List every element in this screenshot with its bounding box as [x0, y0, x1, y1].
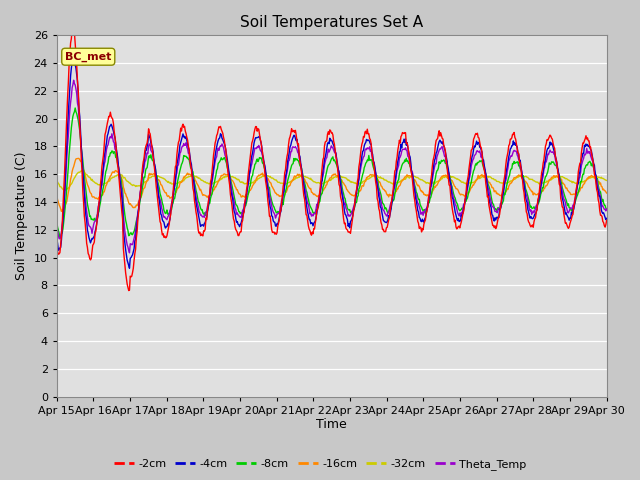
Text: BC_met: BC_met: [65, 51, 111, 62]
X-axis label: Time: Time: [316, 419, 347, 432]
Title: Soil Temperatures Set A: Soil Temperatures Set A: [240, 15, 423, 30]
Y-axis label: Soil Temperature (C): Soil Temperature (C): [15, 152, 28, 280]
Legend: -2cm, -4cm, -8cm, -16cm, -32cm, Theta_Temp: -2cm, -4cm, -8cm, -16cm, -32cm, Theta_Te…: [109, 455, 531, 474]
